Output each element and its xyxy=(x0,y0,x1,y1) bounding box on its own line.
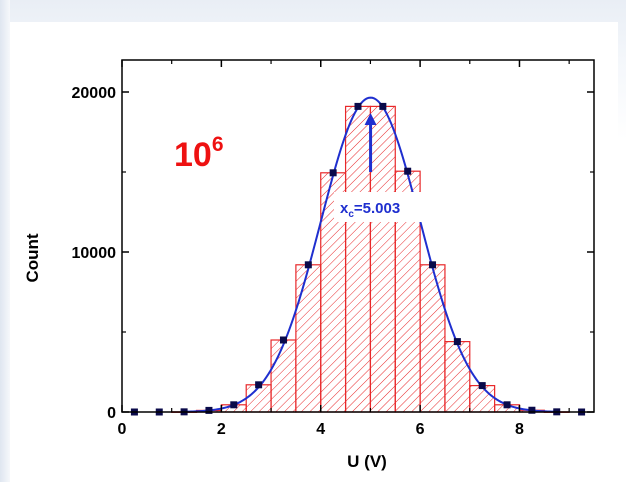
histogram-bar xyxy=(469,385,496,413)
histogram-bar xyxy=(344,105,372,413)
histogram-bar xyxy=(419,264,446,413)
bin-count-marker xyxy=(205,406,213,414)
sample-size-exponent: 6 xyxy=(212,133,224,156)
histogram-bar xyxy=(295,264,322,413)
bin-count-marker xyxy=(230,401,238,409)
bin-count-marker xyxy=(503,401,511,409)
axis-ticks: 0 2 4 6 8 0 10000 20000 xyxy=(72,60,594,438)
histogram-bar xyxy=(369,105,396,413)
bin-count-marker xyxy=(404,167,412,175)
annotation-variable: x xyxy=(340,200,349,217)
x-tick-label: 4 xyxy=(316,421,325,438)
bin-count-marker xyxy=(478,382,486,390)
bin-count-marker xyxy=(528,406,536,414)
histogram-bars xyxy=(171,105,570,413)
bin-count-marker xyxy=(329,169,337,177)
annotation-subscript: c xyxy=(348,209,354,220)
y-axis-title: Count xyxy=(23,233,42,282)
x-axis-title: U (V) xyxy=(347,452,387,471)
histogram-bar xyxy=(245,384,272,413)
x-tick-label: 6 xyxy=(416,421,425,438)
bin-count-marker xyxy=(255,381,263,389)
y-tick-label: 20000 xyxy=(72,85,117,102)
x-tick-label: 2 xyxy=(217,421,226,438)
gaussian-fit-curve xyxy=(181,96,560,413)
bin-count-marker xyxy=(304,261,312,269)
histogram-bar xyxy=(270,339,297,413)
peak-annotation-background xyxy=(334,192,424,222)
annotation-value: =5.003 xyxy=(354,200,400,217)
peak-arrow xyxy=(364,113,377,172)
bin-count-marker xyxy=(379,102,387,110)
sample-size-label: 106 xyxy=(174,133,224,174)
left-edge-strip xyxy=(0,0,10,482)
histogram-bar xyxy=(444,341,471,413)
x-tick-label: 8 xyxy=(515,421,524,438)
arrow-head xyxy=(364,113,377,125)
bin-count-marker xyxy=(453,338,461,346)
sample-size-base: 10 xyxy=(174,136,212,174)
y-tick-label: 0 xyxy=(107,405,116,422)
plot-area-frame xyxy=(121,59,595,413)
x-tick-label: 0 xyxy=(118,421,127,438)
peak-position-annotation: xc=5.003 xyxy=(340,200,400,220)
y-tick-label: 10000 xyxy=(72,245,117,262)
bin-count-marker xyxy=(429,261,437,269)
bin-count-marker xyxy=(354,102,362,110)
bin-count-marker xyxy=(279,336,287,344)
